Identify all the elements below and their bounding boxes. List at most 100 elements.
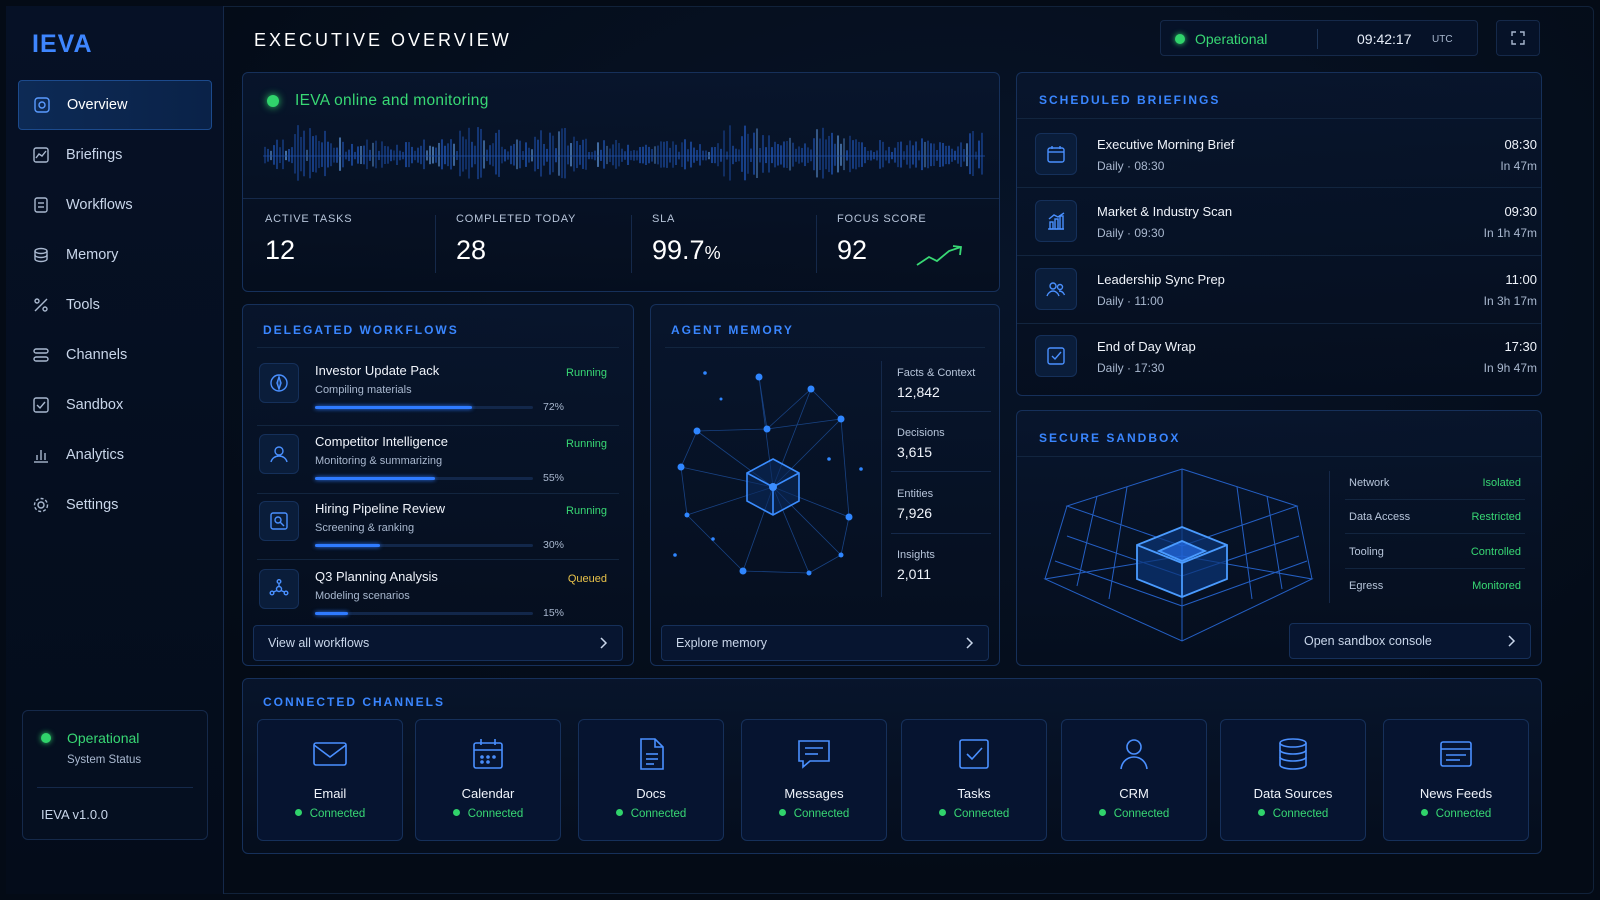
sidebar-item-sandbox[interactable]: Sandbox: [18, 380, 212, 430]
channel-card-docs[interactable]: Docs Connected: [578, 719, 724, 841]
channels-panel: CONNECTED CHANNELS Email Connected Calen…: [242, 678, 1542, 854]
calendar-icon: [1035, 133, 1077, 175]
sidebar-item-channels[interactable]: Channels: [18, 330, 212, 380]
sidebar-item-overview[interactable]: Overview: [18, 80, 212, 130]
workflow-item[interactable]: Hiring Pipeline Review Screening & ranki…: [259, 499, 621, 565]
sidebar-item-settings[interactable]: Settings: [18, 480, 212, 530]
app-version: IEVA v1.0.0: [41, 807, 108, 822]
divider: [1345, 533, 1525, 534]
policy-label: Network: [1349, 477, 1390, 489]
channel-card-tasks[interactable]: Tasks Connected: [901, 719, 1047, 841]
sandbox-policy-row: Network Isolated: [1349, 473, 1521, 497]
analytics-icon: [32, 446, 50, 464]
activity-waveform: [263, 125, 985, 181]
user-icon: [1120, 739, 1148, 770]
calendar-icon: [473, 739, 503, 769]
open-sandbox-console-button[interactable]: Open sandbox console: [1289, 623, 1531, 659]
briefing-title: Market & Industry Scan: [1097, 204, 1233, 219]
metric-label: SLA: [652, 213, 676, 225]
page-title: EXECUTIVE OVERVIEW: [254, 30, 512, 50]
briefing-item[interactable]: Market & Industry Scan Daily · 09:30 09:…: [1035, 196, 1541, 260]
status-badge: Running: [566, 505, 607, 517]
briefing-countdown: In 1h 47m: [1483, 226, 1537, 240]
workflow-title: Competitor Intelligence: [315, 434, 448, 449]
memory-icon: [32, 246, 50, 264]
briefing-countdown: In 3h 17m: [1483, 294, 1537, 308]
channel-name: Tasks: [957, 786, 991, 801]
metric-label: ACTIVE TASKS: [265, 213, 353, 225]
divider: [1345, 568, 1525, 569]
briefing-countdown: In 9h 47m: [1483, 361, 1537, 375]
sidebar-item-briefings[interactable]: Briefings: [18, 130, 212, 180]
metrics-row: ACTIVE TASKS 12 COMPLETED TODAY 28 SLA 9…: [243, 198, 999, 286]
divider: [881, 361, 882, 597]
channel-card-calendar[interactable]: Calendar Connected: [415, 719, 561, 841]
divider: [816, 215, 817, 273]
explore-memory-button[interactable]: Explore memory: [661, 625, 989, 661]
workflow-item[interactable]: Competitor Intelligence Monitoring & sum…: [259, 432, 621, 498]
view-all-workflows-button[interactable]: View all workflows: [253, 625, 623, 661]
status-dot: [41, 733, 51, 743]
status-badge: Running: [566, 367, 607, 379]
briefing-time: 08:30: [1504, 137, 1537, 152]
progress-percent: 15%: [543, 607, 565, 619]
sidebar-item-analytics[interactable]: Analytics: [18, 430, 212, 480]
progress-fill: [315, 406, 472, 409]
user-icon: [259, 434, 299, 474]
memory-stat-value: 12,842: [897, 384, 940, 400]
channel-card-crm[interactable]: CRM Connected: [1061, 719, 1207, 841]
sandbox-icon: [32, 396, 50, 414]
fullscreen-button[interactable]: [1496, 20, 1540, 56]
status-badge: Running: [566, 438, 607, 450]
panel-title: AGENT MEMORY: [671, 323, 794, 337]
channel-status: Connected: [1384, 808, 1528, 820]
chevron-right-icon: [1508, 635, 1516, 647]
divider: [665, 347, 985, 348]
workflow-item[interactable]: Q3 Planning Analysis Modeling scenarios …: [259, 567, 621, 633]
metric-label: FOCUS SCORE: [837, 213, 927, 225]
hero-status-message: IEVA online and monitoring: [295, 92, 489, 109]
channel-name: Email: [313, 786, 347, 801]
checkbox-icon: [959, 739, 989, 769]
policy-label: Tooling: [1349, 546, 1384, 558]
channel-name: Data Sources: [1253, 786, 1333, 801]
memory-stat-label: Decisions: [897, 427, 945, 439]
panel-title: SCHEDULED BRIEFINGS: [1039, 93, 1221, 107]
policy-label: Egress: [1349, 580, 1384, 592]
sidebar-item-workflows[interactable]: Workflows: [18, 180, 212, 230]
metric-value: 28: [456, 235, 487, 265]
header-status-text: Operational: [1195, 31, 1268, 47]
panel-title: CONNECTED CHANNELS: [263, 695, 446, 709]
briefing-item[interactable]: Executive Morning Brief Daily · 08:30 08…: [1035, 129, 1541, 193]
divider: [435, 215, 436, 273]
divider: [1017, 456, 1541, 457]
sidebar-item-tools[interactable]: Tools: [18, 280, 212, 330]
fullscreen-icon: [1511, 31, 1525, 45]
progress-fill: [315, 544, 381, 547]
briefings-panel: SCHEDULED BRIEFINGS Executive Morning Br…: [1016, 72, 1542, 396]
market-chart-icon: [1035, 200, 1077, 242]
trend-up-icon: [916, 245, 963, 266]
channel-name: News Feeds: [1419, 786, 1493, 801]
divider: [891, 533, 991, 534]
sidebar-item-label: Settings: [66, 497, 119, 513]
briefing-item[interactable]: Leadership Sync Prep Daily · 11:00 11:00…: [1035, 264, 1541, 328]
briefing-item[interactable]: End of Day Wrap Daily · 17:30 17:30 In 9…: [1035, 331, 1541, 395]
channel-card-email[interactable]: Email Connected: [257, 719, 403, 841]
channel-card-messages[interactable]: Messages Connected: [741, 719, 887, 841]
workflow-item[interactable]: Investor Update Pack Compiling materials…: [259, 361, 621, 427]
channel-card-news-feeds[interactable]: News Feeds Connected: [1383, 719, 1529, 841]
channel-card-data-sources[interactable]: Data Sources Connected: [1220, 719, 1366, 841]
review-icon: [259, 501, 299, 541]
button-label: View all workflows: [268, 636, 370, 650]
workflow-subtitle: Compiling materials: [315, 384, 412, 396]
button-label: Explore memory: [676, 636, 767, 650]
memory-stat: Decisions 3,615: [897, 427, 1005, 460]
news-icon: [1440, 741, 1472, 767]
document-icon: [640, 738, 664, 770]
people-icon: [1035, 268, 1077, 310]
sandbox-policy-row: Egress Monitored: [1349, 576, 1521, 600]
database-icon: [1279, 738, 1307, 770]
divider: [891, 411, 991, 412]
sidebar-item-memory[interactable]: Memory: [18, 230, 212, 280]
